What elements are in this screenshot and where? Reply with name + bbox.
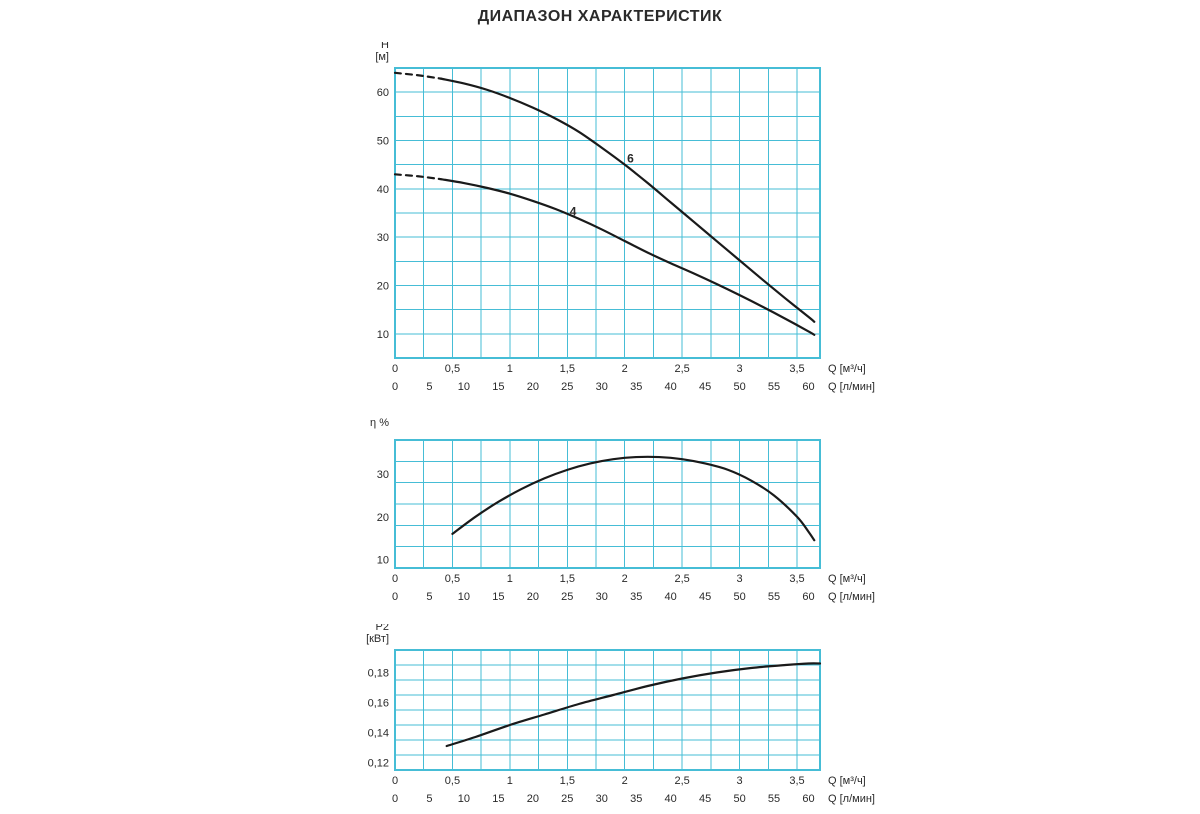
svg-text:0,5: 0,5 [445,363,460,375]
svg-text:60: 60 [377,87,389,99]
curve-6-dashed [395,73,441,79]
svg-text:2,5: 2,5 [675,363,690,375]
curve-4 [441,179,814,335]
svg-text:55: 55 [768,591,780,603]
svg-text:10: 10 [458,381,470,393]
svg-text:1: 1 [507,573,513,585]
chart-panel-efficiency: 10 20 30 η % 0 0,5 1 1,5 2 2,5 3 3,5 Q [м³/ч] 0 5 10 15 2… [343,414,898,612]
svg-text:20: 20 [527,381,539,393]
svg-text:35: 35 [630,793,642,805]
svg-text:2: 2 [622,363,628,375]
svg-text:2,5: 2,5 [675,573,690,585]
svg-text:Q [м³/ч]: Q [м³/ч] [828,775,866,787]
svg-text:0,18: 0,18 [368,668,389,680]
svg-text:55: 55 [768,793,780,805]
svg-text:30: 30 [596,591,608,603]
chart-panel-power: 0,12 0,14 0,16 0,18 P2[кВт] 0 0,5 1 1,5 2 2,5 3 3,5 Q… [343,624,898,814]
svg-text:50: 50 [733,381,745,393]
svg-text:45: 45 [699,793,711,805]
curve-eta [452,457,814,540]
svg-text:15: 15 [492,591,504,603]
svg-text:30: 30 [377,232,389,244]
svg-text:60: 60 [802,591,814,603]
svg-text:15: 15 [492,793,504,805]
svg-text:10: 10 [458,591,470,603]
svg-text:0: 0 [392,381,398,393]
svg-text:3,5: 3,5 [789,775,804,787]
svg-text:H: H [381,42,389,51]
svg-text:[кВт]: [кВт] [366,633,389,645]
svg-text:40: 40 [665,591,677,603]
svg-text:3: 3 [737,573,743,585]
svg-text:2: 2 [622,573,628,585]
svg-text:45: 45 [699,381,711,393]
svg-text:5: 5 [426,381,432,393]
svg-text:0,5: 0,5 [445,573,460,585]
svg-text:Q [л/мин]: Q [л/мин] [828,381,875,393]
svg-text:1,5: 1,5 [560,775,575,787]
svg-text:20: 20 [377,512,389,524]
svg-text:10: 10 [377,329,389,341]
svg-text:30: 30 [596,793,608,805]
svg-text:5: 5 [426,793,432,805]
svg-text:10: 10 [377,554,389,566]
svg-text:Q [л/мин]: Q [л/мин] [828,793,875,805]
svg-text:3: 3 [737,775,743,787]
svg-text:1: 1 [507,775,513,787]
svg-text:Q [л/мин]: Q [л/мин] [828,591,875,603]
svg-text:35: 35 [630,381,642,393]
svg-text:0: 0 [392,591,398,603]
svg-text:0,16: 0,16 [368,698,389,710]
svg-text:2,5: 2,5 [675,775,690,787]
svg-text:3,5: 3,5 [789,363,804,375]
page: ДИАПАЗОН ХАРАКТЕРИСТИК 102030405060H[м]0… [0,0,1200,800]
svg-text:0,14: 0,14 [368,728,389,740]
svg-text:20: 20 [377,281,389,293]
svg-text:20: 20 [527,793,539,805]
svg-text:25: 25 [561,793,573,805]
svg-text:Q [м³/ч]: Q [м³/ч] [828,363,866,375]
series-label-6: 6 [627,151,634,165]
svg-text:30: 30 [596,381,608,393]
svg-text:40: 40 [665,381,677,393]
svg-text:20: 20 [527,591,539,603]
svg-text:15: 15 [492,381,504,393]
series-label-4: 4 [570,204,577,218]
svg-text:3: 3 [737,363,743,375]
curve-4-dashed [395,174,441,179]
svg-text:60: 60 [802,381,814,393]
svg-text:40: 40 [377,184,389,196]
svg-text:35: 35 [630,591,642,603]
svg-text:0: 0 [392,775,398,787]
curve-p2 [447,663,820,746]
svg-text:25: 25 [561,381,573,393]
svg-text:2: 2 [622,775,628,787]
svg-text:0,12: 0,12 [368,758,389,770]
svg-text:50: 50 [733,591,745,603]
svg-text:5: 5 [426,591,432,603]
chart-panel-head: 102030405060H[м]00,511,522,533,5Q [м³/ч]… [343,42,898,402]
svg-text:η %: η % [370,417,389,429]
svg-text:[м]: [м] [375,51,389,63]
svg-text:30: 30 [377,469,389,481]
svg-text:60: 60 [802,793,814,805]
svg-text:0,5: 0,5 [445,775,460,787]
svg-text:0: 0 [392,573,398,585]
svg-text:3,5: 3,5 [789,573,804,585]
page-title: ДИАПАЗОН ХАРАКТЕРИСТИК [0,8,1200,26]
svg-text:50: 50 [733,793,745,805]
svg-text:0: 0 [392,793,398,805]
svg-text:50: 50 [377,136,389,148]
svg-text:Q [м³/ч]: Q [м³/ч] [828,573,866,585]
svg-text:40: 40 [665,793,677,805]
svg-text:1: 1 [507,363,513,375]
svg-text:1,5: 1,5 [560,363,575,375]
svg-text:1,5: 1,5 [560,573,575,585]
svg-text:55: 55 [768,381,780,393]
svg-text:25: 25 [561,591,573,603]
svg-text:P2: P2 [376,624,389,633]
svg-text:45: 45 [699,591,711,603]
svg-text:0: 0 [392,363,398,375]
svg-text:10: 10 [458,793,470,805]
